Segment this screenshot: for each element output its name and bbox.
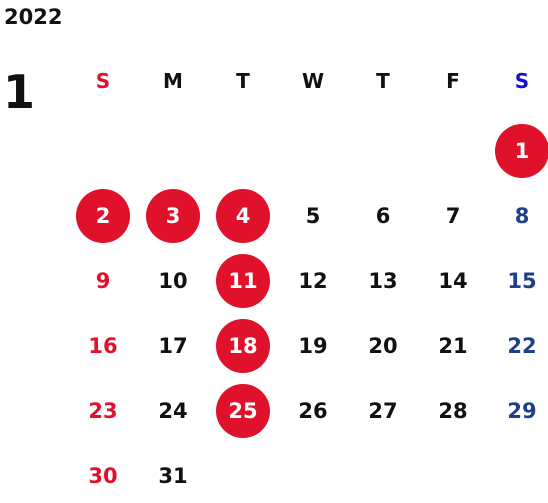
month-number: 1 — [3, 65, 36, 119]
day-cell[interactable]: 16 — [88, 333, 118, 358]
weekday-header: T — [236, 69, 250, 93]
weekday-header: M — [163, 69, 183, 93]
year-label: 2022 — [4, 5, 63, 29]
day-cell[interactable]: 23 — [88, 398, 118, 423]
weekday-header: W — [301, 69, 325, 93]
weekday-header: S — [95, 69, 111, 93]
weekday-header: T — [376, 69, 390, 93]
day-cell[interactable]: 19 — [298, 333, 328, 358]
day-cell[interactable]: 20 — [368, 333, 398, 358]
holiday-day-cell[interactable]: 11 — [216, 254, 270, 308]
day-cell[interactable]: 31 — [158, 463, 188, 488]
day-cell[interactable]: 27 — [368, 398, 398, 423]
day-cell[interactable]: 6 — [375, 203, 391, 228]
day-cell[interactable]: 26 — [298, 398, 328, 423]
day-cell[interactable]: 10 — [158, 268, 188, 293]
day-cell[interactable]: 29 — [507, 398, 537, 423]
holiday-day-cell[interactable]: 1 — [495, 124, 548, 178]
day-cell[interactable]: 24 — [158, 398, 188, 423]
day-cell[interactable]: 22 — [507, 333, 537, 358]
weekday-header: S — [514, 69, 530, 93]
weekday-header: F — [446, 69, 460, 93]
holiday-day-cell[interactable]: 2 — [76, 189, 130, 243]
day-cell[interactable]: 7 — [445, 203, 461, 228]
day-cell[interactable]: 12 — [298, 268, 328, 293]
day-cell[interactable]: 9 — [95, 268, 111, 293]
day-cell[interactable]: 13 — [368, 268, 398, 293]
day-cell[interactable]: 17 — [158, 333, 188, 358]
holiday-day-cell[interactable]: 4 — [216, 189, 270, 243]
day-cell[interactable]: 15 — [507, 268, 537, 293]
day-cell[interactable]: 28 — [438, 398, 468, 423]
holiday-day-cell[interactable]: 3 — [146, 189, 200, 243]
holiday-day-cell[interactable]: 18 — [216, 319, 270, 373]
day-cell[interactable]: 8 — [514, 203, 530, 228]
day-cell[interactable]: 21 — [438, 333, 468, 358]
day-cell[interactable]: 14 — [438, 268, 468, 293]
holiday-day-cell[interactable]: 25 — [216, 384, 270, 438]
day-cell[interactable]: 5 — [305, 203, 321, 228]
day-cell[interactable]: 30 — [88, 463, 118, 488]
